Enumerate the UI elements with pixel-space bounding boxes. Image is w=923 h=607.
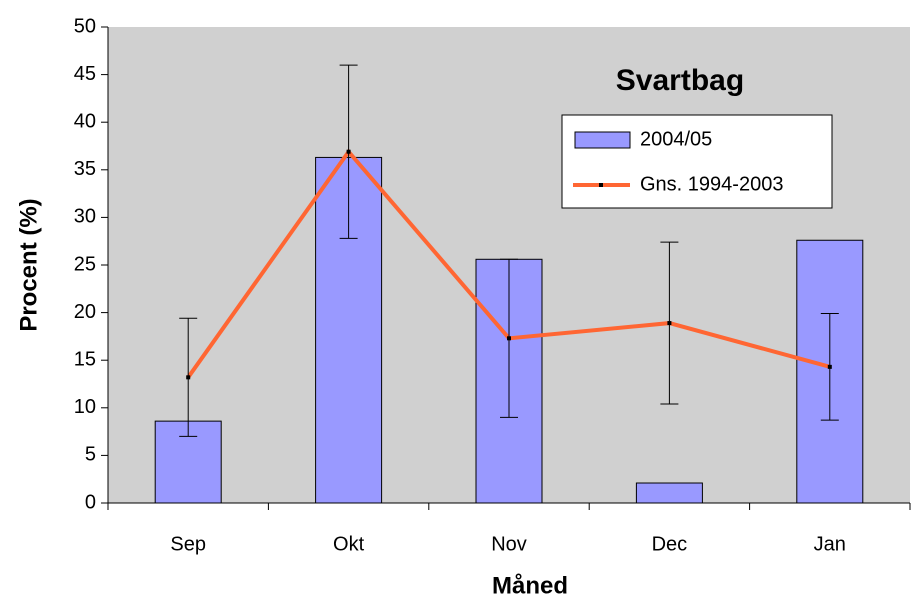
y-tick-label: 40 <box>74 110 96 132</box>
x-axis-label: Måned <box>492 572 568 599</box>
y-tick-label: 20 <box>74 301 96 323</box>
bar <box>635 482 703 504</box>
point <box>667 321 672 326</box>
legend-label: 2004/05 <box>640 128 712 150</box>
y-tick-label: 0 <box>85 491 96 513</box>
legend-swatch <box>574 131 631 149</box>
y-tick-label: 25 <box>74 253 96 275</box>
x-tick-label: Sep <box>170 533 206 555</box>
y-tick-label: 35 <box>74 158 96 180</box>
x-tick-label: Nov <box>491 533 527 555</box>
y-tick-label: 30 <box>74 206 96 228</box>
x-tick-label: Dec <box>652 533 688 555</box>
point <box>186 375 191 380</box>
x-tick-label: Jan <box>814 533 846 555</box>
point <box>827 364 832 369</box>
y-tick-label: 50 <box>74 15 96 37</box>
y-tick-label: 15 <box>74 348 96 370</box>
x-tick-label: Okt <box>333 533 365 555</box>
y-tick-label: 5 <box>85 444 96 466</box>
y-tick-label: 10 <box>74 396 96 418</box>
point <box>507 336 511 341</box>
chart-title: Svartbag <box>616 64 744 97</box>
y-tick-label: 45 <box>74 63 96 85</box>
y-axis-label: Procent (%) <box>15 198 42 331</box>
legend <box>561 114 833 209</box>
point <box>346 149 351 154</box>
legend-label: Gns. 1994-2003 <box>640 173 783 195</box>
legend-swatch <box>599 183 603 187</box>
